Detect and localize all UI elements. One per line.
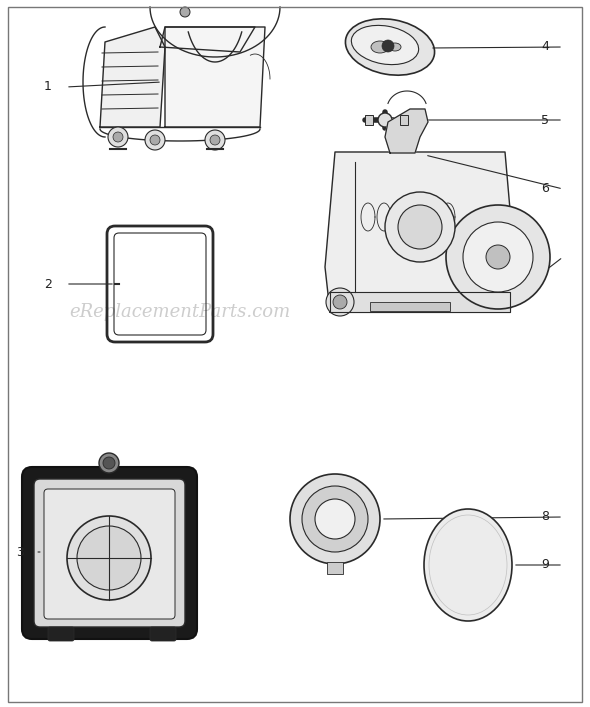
Bar — [327, 562, 343, 574]
Circle shape — [463, 222, 533, 292]
Text: 2: 2 — [44, 278, 52, 291]
Bar — [400, 115, 408, 125]
Circle shape — [446, 205, 550, 309]
Text: eReplacementParts.com: eReplacementParts.com — [69, 303, 290, 322]
Bar — [365, 115, 373, 125]
FancyBboxPatch shape — [22, 467, 197, 639]
Polygon shape — [165, 27, 265, 127]
Polygon shape — [100, 27, 165, 127]
Circle shape — [333, 295, 347, 309]
Circle shape — [382, 40, 394, 52]
FancyBboxPatch shape — [48, 627, 74, 641]
Bar — [370, 302, 450, 311]
Text: 7: 7 — [541, 250, 549, 264]
Circle shape — [210, 135, 220, 145]
Polygon shape — [385, 109, 428, 153]
Ellipse shape — [424, 509, 512, 621]
Text: 5: 5 — [541, 114, 549, 127]
Polygon shape — [325, 152, 515, 312]
Text: 1: 1 — [44, 81, 52, 93]
Text: 9: 9 — [541, 559, 549, 571]
Ellipse shape — [345, 19, 435, 75]
Polygon shape — [160, 27, 255, 52]
Text: 4: 4 — [541, 40, 549, 54]
Circle shape — [180, 7, 190, 17]
FancyBboxPatch shape — [44, 489, 175, 619]
Circle shape — [103, 457, 115, 469]
Text: 8: 8 — [541, 510, 549, 523]
Circle shape — [67, 516, 151, 600]
Circle shape — [205, 130, 225, 150]
Circle shape — [108, 127, 128, 147]
Circle shape — [315, 499, 355, 539]
Ellipse shape — [389, 43, 401, 51]
Polygon shape — [330, 292, 510, 312]
Circle shape — [150, 135, 160, 145]
FancyBboxPatch shape — [150, 627, 176, 641]
Circle shape — [290, 474, 380, 564]
Circle shape — [302, 486, 368, 552]
Text: 3: 3 — [16, 546, 24, 559]
Circle shape — [378, 113, 392, 127]
Ellipse shape — [371, 41, 389, 53]
Circle shape — [326, 288, 354, 316]
Circle shape — [113, 132, 123, 142]
FancyBboxPatch shape — [34, 479, 185, 627]
Circle shape — [398, 205, 442, 249]
Circle shape — [486, 245, 510, 269]
Text: 6: 6 — [541, 182, 549, 196]
Ellipse shape — [352, 25, 419, 64]
Circle shape — [77, 526, 141, 590]
Circle shape — [385, 192, 455, 262]
Circle shape — [145, 130, 165, 150]
Circle shape — [99, 453, 119, 473]
